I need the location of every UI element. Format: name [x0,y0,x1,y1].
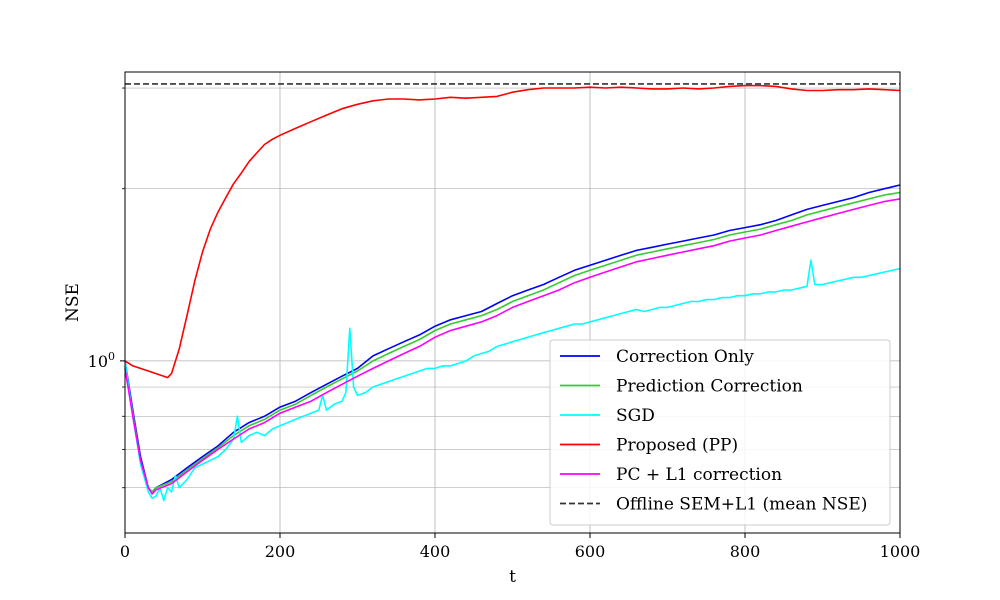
x-tick-label: 200 [265,542,296,561]
x-tick-label: 800 [730,542,761,561]
legend-entry-label: Proposed (PP) [616,436,738,456]
plot-area-frame [124,71,901,534]
legend-box [549,339,891,526]
legend-entry-label: Prediction Correction [616,377,803,397]
series-line-pc-l1-correction [124,198,901,495]
series-line-correction-only [124,184,901,493]
series-line-prediction-correction [124,191,901,493]
legend-entry-label: SGD [616,406,655,426]
y-axis-label: NSE [63,283,83,322]
y-tick-label: 100 [88,350,115,371]
x-tick-label: 0 [120,542,130,561]
x-tick-label: 600 [575,542,606,561]
series-line-proposed-pp [124,84,901,379]
legend-entry-label: Correction Only [616,347,754,367]
x-tick-label: 1000 [880,542,921,561]
x-tick-label: 400 [420,542,451,561]
legend-entry-label: Offline SEM+L1 (mean NSE) [616,495,867,515]
series-lines [124,83,901,502]
legend: Correction Only Prediction Correction SGD P… [549,339,891,526]
axis-ticks: 0 200 400 600 800 1000 100 [88,87,921,561]
series-line-sgd [124,259,901,502]
x-axis-label: t [509,567,516,587]
legend-entry-label: PC + L1 correction [616,465,782,485]
